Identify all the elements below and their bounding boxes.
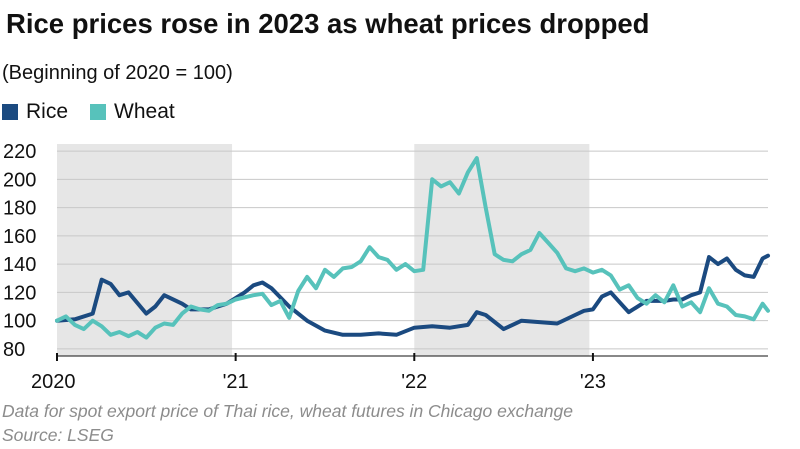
y-tick-label-220: 220 — [3, 141, 36, 163]
y-tick-label-100: 100 — [3, 311, 36, 333]
shaded-period-1 — [414, 144, 590, 356]
legend-item-wheat: Wheat — [90, 100, 175, 124]
legend-label-wheat: Wheat — [114, 100, 175, 123]
x-tick-label-'23: '23 — [580, 371, 606, 393]
series-line-wheat — [55, 156, 770, 340]
shaded-period-0 — [57, 144, 233, 356]
y-tick-label-80: 80 — [3, 339, 25, 361]
y-tick-label-140: 140 — [3, 254, 36, 276]
y-tick-label-180: 180 — [3, 198, 36, 220]
legend-item-rice: Rice — [2, 100, 68, 124]
footnote-note: Data for spot export price of Thai rice,… — [2, 401, 573, 421]
chart-title: Rice prices rose in 2023 as wheat prices… — [6, 8, 650, 39]
y-tick-label-120: 120 — [3, 282, 36, 304]
x-tick-label-'22: '22 — [401, 371, 427, 393]
legend-swatch-rice — [2, 104, 18, 120]
y-tick-label-200: 200 — [3, 169, 36, 191]
chart-subtitle: (Beginning of 2020 = 100) — [2, 62, 233, 84]
x-tick-label-'21: '21 — [223, 371, 249, 393]
legend-label-rice: Rice — [26, 100, 69, 123]
footnote-source: Source: LSEG — [2, 425, 114, 445]
series-line-rice — [55, 253, 770, 337]
x-tick-label-2020: 2020 — [31, 371, 76, 393]
y-tick-label-160: 160 — [3, 226, 36, 248]
legend-swatch-wheat — [90, 104, 107, 120]
legend: Rice Wheat — [2, 100, 197, 124]
